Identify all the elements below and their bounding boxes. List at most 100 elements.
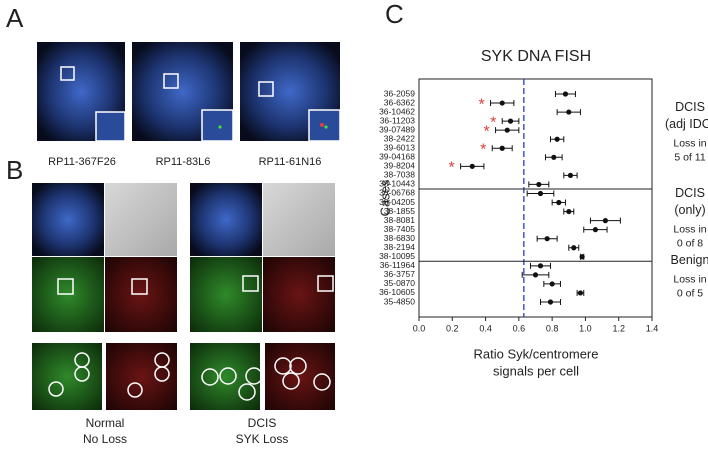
dot [547, 299, 554, 305]
category-label: 36-06768 [379, 188, 415, 198]
loss-flag: * [483, 123, 489, 140]
micrograph [32, 183, 104, 256]
category-label: 36-3757 [384, 269, 415, 279]
roi-box [163, 73, 179, 89]
group-name: DCIS [675, 186, 705, 200]
category-label: 38-2194 [384, 242, 415, 252]
category-label: 38-10443 [379, 179, 415, 189]
caption: Normal [86, 416, 125, 430]
category-label: 35-0870 [384, 278, 415, 288]
group-note: Loss in [673, 223, 706, 235]
dot [602, 218, 609, 224]
panel-label: A [6, 3, 24, 33]
category-label: 36-2059 [384, 88, 415, 98]
dot [549, 281, 555, 287]
group-note: 5 of 11 [674, 151, 705, 163]
signal [218, 125, 222, 129]
micrograph [190, 257, 262, 332]
x-axis-title: signals per cell [493, 363, 579, 378]
caption: RP11-61N16 [259, 156, 322, 168]
category-label: 38-1855 [384, 206, 415, 216]
loss-flag: * [478, 96, 484, 113]
micrograph [190, 183, 262, 256]
category-label: 38-10095 [379, 251, 415, 261]
group-note: Loss in [673, 137, 706, 149]
caption: No Loss [83, 432, 127, 446]
micrograph [105, 183, 177, 256]
fish-images [37, 42, 341, 142]
category-label: 38-04205 [379, 197, 415, 207]
dot [566, 109, 572, 115]
dot [551, 154, 557, 160]
nucleus-circles [48, 352, 331, 401]
dot [469, 163, 475, 169]
x-tick-label: 0.2 [446, 323, 459, 333]
category-label: 38-2422 [384, 133, 415, 143]
category-label: 38-7038 [384, 170, 415, 180]
x-tick-label: 0.0 [413, 323, 426, 333]
category-label: 35-4850 [384, 296, 415, 306]
dot [504, 127, 510, 133]
category-label: 38-7405 [384, 224, 415, 234]
caption: SYK Loss [236, 432, 289, 446]
category-label: 36-10462 [379, 106, 415, 116]
category-label: 39-07489 [379, 124, 415, 134]
group-name: DCIS [675, 100, 705, 114]
roi-box [258, 81, 274, 97]
micrograph [263, 257, 335, 332]
dot [579, 254, 585, 260]
group-name: Benign [671, 253, 708, 267]
loss-flag: * [480, 141, 486, 158]
dot [537, 263, 544, 269]
dot [499, 100, 505, 106]
x-tick-label: 1.0 [579, 323, 592, 333]
roi-box [57, 278, 74, 295]
inset [95, 111, 126, 142]
x-tick-label: 0.8 [546, 323, 559, 333]
dot [562, 91, 569, 97]
category-label: 39-04168 [379, 152, 415, 162]
category-label: 36-11203 [380, 115, 416, 125]
chart-title: SYK DNA FISH [481, 48, 591, 65]
group-note: Loss in [673, 274, 706, 286]
panel-label: B [6, 155, 23, 185]
dot [577, 290, 584, 296]
dot [566, 208, 572, 215]
x-axis-title: Ratio Syk/centromere [474, 346, 599, 361]
micrograph [263, 183, 335, 256]
tissue-images [32, 183, 335, 410]
category-label: 38-8081 [384, 215, 415, 225]
dot [554, 136, 560, 142]
group-name: (only) [674, 203, 705, 217]
loss-flag: * [448, 160, 454, 177]
signal [324, 125, 328, 129]
category-label: 36-6362 [384, 97, 415, 107]
x-tick-label: 0.4 [479, 323, 492, 333]
x-tick-label: 1.2 [612, 323, 625, 333]
category-label: 39-6013 [384, 143, 415, 153]
x-tick-label: 1.4 [646, 323, 659, 333]
caption: RP11-367F26 [48, 156, 116, 168]
dot [571, 245, 577, 251]
loss-flag: * [490, 114, 496, 131]
zoom [106, 343, 177, 410]
caption: DCIS [248, 416, 277, 430]
zoom [265, 343, 335, 410]
roi-box [131, 278, 148, 295]
group-note: 0 of 8 [677, 237, 703, 249]
dot [536, 181, 542, 188]
roi-box [317, 275, 334, 292]
group-note: 0 of 5 [677, 288, 703, 300]
x-tick-label: 0.6 [513, 323, 526, 333]
category-label: 36-11964 [380, 260, 416, 270]
category-label: 36-10605 [379, 287, 415, 297]
dot [499, 145, 505, 151]
dot [507, 118, 514, 124]
y-axis-title: Cases [377, 179, 392, 216]
plot-frame [418, 78, 653, 318]
dot [532, 272, 539, 278]
inset [308, 109, 341, 142]
group-name: (adj IDC) [665, 117, 708, 131]
category-label: 38-6830 [384, 233, 415, 243]
